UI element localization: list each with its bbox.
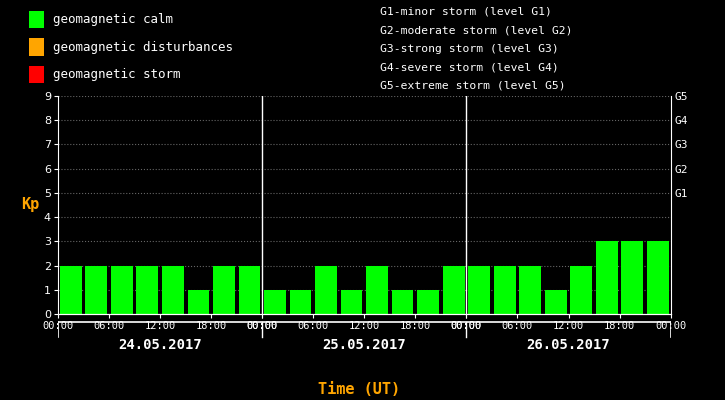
Bar <box>86 266 107 314</box>
Bar <box>545 290 567 314</box>
Bar <box>621 241 643 314</box>
Text: G5-extreme storm (level G5): G5-extreme storm (level G5) <box>380 80 566 90</box>
Text: geomagnetic storm: geomagnetic storm <box>53 68 181 81</box>
Bar <box>162 266 183 314</box>
Bar <box>136 266 158 314</box>
FancyBboxPatch shape <box>28 66 44 83</box>
FancyBboxPatch shape <box>28 38 44 56</box>
Bar <box>494 266 515 314</box>
Text: 25.05.2017: 25.05.2017 <box>323 338 406 352</box>
Bar <box>264 290 286 314</box>
Bar <box>290 290 311 314</box>
Text: G1-minor storm (level G1): G1-minor storm (level G1) <box>380 6 552 16</box>
FancyBboxPatch shape <box>28 11 44 28</box>
Text: G2-moderate storm (level G2): G2-moderate storm (level G2) <box>380 25 573 35</box>
Bar <box>571 266 592 314</box>
Text: geomagnetic disturbances: geomagnetic disturbances <box>53 40 233 54</box>
Bar <box>596 241 618 314</box>
Bar <box>239 266 260 314</box>
Bar <box>392 290 413 314</box>
Bar <box>111 266 133 314</box>
Bar <box>188 290 210 314</box>
Bar <box>213 266 235 314</box>
Text: Time (UT): Time (UT) <box>318 382 400 398</box>
Bar <box>443 266 465 314</box>
Text: 26.05.2017: 26.05.2017 <box>526 338 610 352</box>
Y-axis label: Kp: Kp <box>21 198 39 212</box>
Bar <box>60 266 82 314</box>
Bar <box>341 290 362 314</box>
Bar <box>519 266 541 314</box>
Bar <box>647 241 668 314</box>
Bar <box>315 266 337 314</box>
Bar <box>468 266 490 314</box>
Text: G4-severe storm (level G4): G4-severe storm (level G4) <box>380 62 559 72</box>
Bar <box>366 266 388 314</box>
Text: 24.05.2017: 24.05.2017 <box>118 338 202 352</box>
Text: geomagnetic calm: geomagnetic calm <box>53 13 173 26</box>
Bar <box>418 290 439 314</box>
Text: G3-strong storm (level G3): G3-strong storm (level G3) <box>380 44 559 54</box>
